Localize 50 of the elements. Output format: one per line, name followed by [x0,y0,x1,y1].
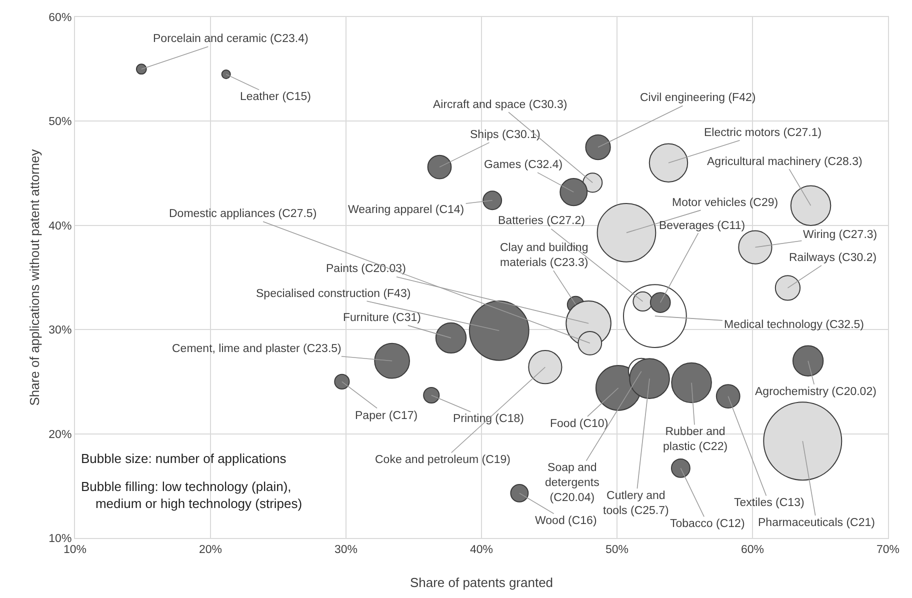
annotation: Leather (C15) [240,91,312,103]
y-tick-label: 20% [48,428,72,441]
annotation: Paints (C20.03) [326,263,406,275]
annotation: Wiring (C27.3) [803,229,878,241]
y-tick-label: 30% [48,324,72,337]
x-tick-label: 30% [334,544,358,556]
annotation: Cement, lime and plaster (C23.5) [172,343,342,355]
annotation: Printing (C18) [453,413,524,425]
annotation: Agrochemistry (C20.02) [755,386,877,398]
annotation: Porcelain and ceramic (C23.4) [153,33,308,45]
x-tick-label: 50% [605,544,629,556]
annotation: Clay and building materials (C23.3) [500,242,588,269]
annotation: Rubber and plastic (C22) [663,426,728,453]
x-tick-label: 70% [876,544,900,556]
x-tick-label: 40% [470,544,494,556]
x-axis-title: Share of patents granted [410,575,554,590]
annotation: Aircraft and space (C30.3) [433,99,568,111]
annotation: Bubble size: number of applications [81,451,287,466]
annotation: Medical technology (C32.5) [724,319,864,331]
annotation: Ships (C30.1) [470,129,540,141]
annotation: Tobacco (C12) [670,518,745,530]
y-tick-label: 50% [48,116,72,128]
annotation: Food (C10) [550,418,608,430]
annotation: Coke and petroleum (C19) [375,454,511,466]
annotation: Motor vehicles (C29) [672,197,778,209]
annotation: Wearing apparel (C14) [348,204,464,216]
annotation: Furniture (C31) [343,312,422,324]
annotation: Domestic appliances (C27.5) [169,208,317,220]
y-axis-title: Share of applications without patent attorney [27,148,42,406]
y-tick-label: 10% [48,533,72,546]
annotation: Agricultural machinery (C28.3) [707,156,862,168]
annotation: Civil engineering (F42) [640,92,756,104]
annotation: Soap and detergents (C20.04) [545,462,600,504]
x-tick-label: 10% [63,544,87,556]
annotation: Electric motors (C27.1) [704,127,822,139]
annotation: Specialised construction (F43) [256,288,411,300]
y-tick-label: 40% [48,220,72,232]
annotation: Paper (C17) [355,410,418,422]
x-tick-label: 60% [740,544,764,556]
annotation: Cutlery and tools (C25.7) [603,490,670,517]
y-tick-label: 60% [48,12,72,24]
annotation: Games (C32.4) [484,159,563,171]
annotation: Textiles (C13) [734,497,804,509]
annotation: Bubble filling: low technology (plain), medium or high technology (stripes) [81,479,302,511]
annotation: Railways (C30.2) [789,252,877,264]
annotation: Wood (C16) [535,515,597,527]
x-tick-label: 20% [198,544,222,556]
annotation: Beverages (C11) [659,220,746,232]
annotation: Pharmaceuticals (C21) [758,517,876,529]
annotation: Batteries (C27.2) [498,215,586,227]
